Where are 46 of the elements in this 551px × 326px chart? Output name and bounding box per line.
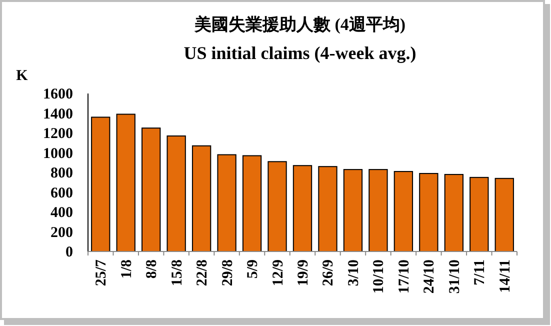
bar: [166, 135, 186, 252]
bar: [419, 172, 438, 252]
x-tick-label: 26/9: [320, 260, 337, 286]
chart-subtitle: US initial claims (4-week avg.): [184, 43, 416, 63]
y-tick-label: 1200: [43, 126, 73, 142]
bar: [343, 169, 363, 252]
y-tick-label: 800: [50, 166, 73, 182]
y-tick-label: 200: [50, 224, 73, 241]
x-tick-label: 12/9: [270, 260, 286, 286]
x-tick-label: 17/10: [396, 260, 412, 294]
x-tick-label: 7/11: [472, 260, 488, 286]
x-tick-label: 25/7: [94, 259, 110, 286]
bar: [494, 178, 514, 252]
bar: [394, 171, 414, 252]
x-tick-label: 29/8: [220, 260, 236, 286]
y-tick-label: 1600: [43, 86, 73, 102]
bar: [444, 174, 464, 252]
y-tick-label: 400: [50, 205, 73, 221]
x-tick-label: 19/9: [296, 260, 312, 286]
y-tick-label: 0: [66, 244, 73, 260]
bar: [470, 176, 489, 252]
x-tick-label: 10/10: [371, 260, 388, 294]
x-tick-label: 24/10: [422, 260, 438, 294]
x-tick-label: 31/10: [446, 260, 463, 294]
bar: [116, 114, 136, 252]
bar: [268, 161, 287, 252]
y-tick-label: 1400: [43, 106, 73, 122]
bar: [242, 155, 262, 252]
x-tick-label: 14/11: [497, 260, 514, 293]
y-axis-title: K: [16, 68, 28, 84]
x-tick-label: 8/8: [144, 260, 160, 279]
bar: [142, 128, 161, 252]
x-tick-label: 15/8: [169, 260, 186, 286]
bar: [217, 154, 236, 252]
bar: [192, 145, 212, 252]
bar: [91, 116, 110, 252]
y-tick-label: 600: [50, 185, 73, 202]
chart-title: 美國失業援助人數 (4週平均): [193, 15, 406, 34]
bar: [318, 166, 338, 252]
bar: [368, 169, 388, 252]
x-tick-label: 22/8: [194, 260, 211, 286]
x-tick-label: 1/8: [118, 260, 135, 279]
x-tick-label: 3/10: [346, 260, 362, 286]
y-tick-label: 1000: [43, 146, 73, 162]
x-tick-label: 5/9: [245, 260, 262, 279]
bar: [292, 165, 312, 252]
